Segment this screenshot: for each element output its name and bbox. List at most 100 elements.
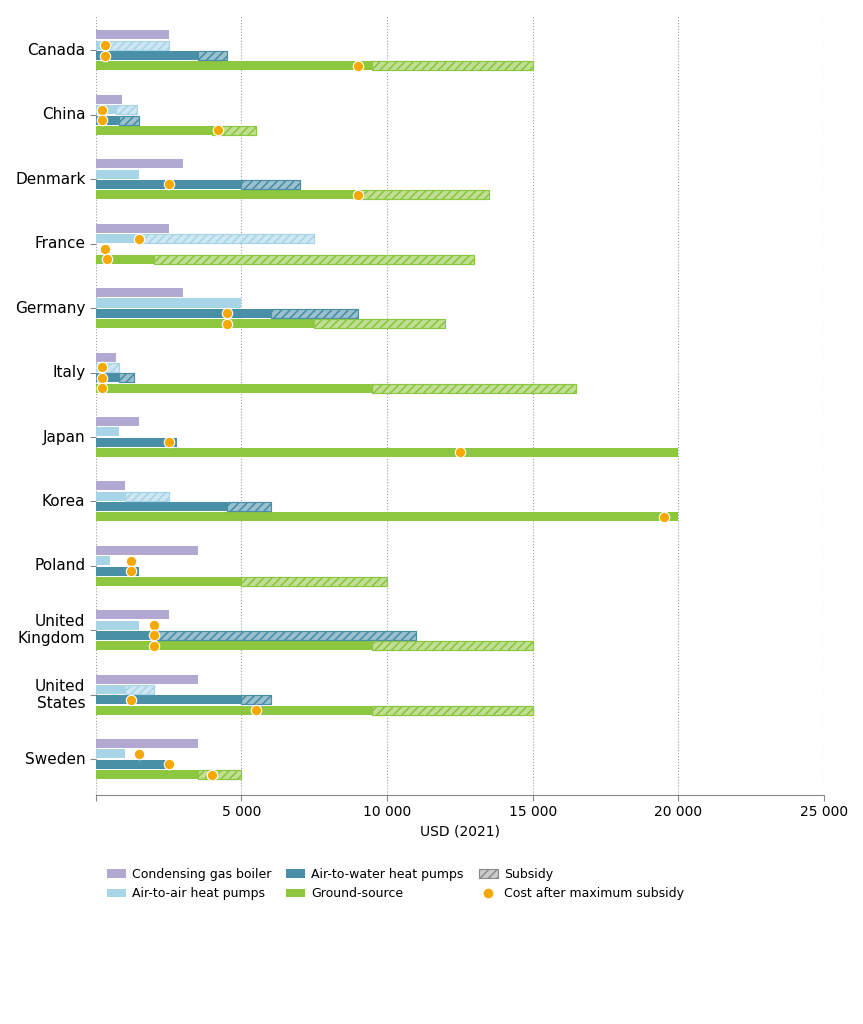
Bar (96, 750, 125, 759)
Bar (373, 61, 532, 71)
Bar (242, 695, 270, 705)
Bar (117, 105, 136, 115)
Bar (96, 160, 183, 168)
Bar (242, 180, 299, 189)
Bar (119, 373, 134, 382)
X-axis label: USD (2021): USD (2021) (420, 824, 500, 839)
Bar (125, 685, 154, 694)
Bar (117, 105, 136, 115)
Bar (242, 577, 387, 586)
Bar (154, 631, 416, 640)
Bar (373, 641, 532, 650)
Bar (117, 105, 136, 115)
Bar (154, 255, 475, 264)
Bar (154, 631, 416, 640)
Bar (96, 739, 198, 749)
Bar (119, 116, 140, 125)
Bar (104, 362, 119, 372)
Bar (140, 234, 314, 243)
Bar (96, 502, 227, 511)
Bar (96, 512, 678, 521)
Bar (198, 51, 227, 60)
Bar (96, 352, 117, 361)
Bar (96, 170, 140, 178)
Bar (125, 685, 154, 694)
Bar (270, 309, 358, 317)
Bar (373, 706, 532, 715)
Bar (96, 695, 242, 705)
Bar (96, 641, 373, 650)
Bar (125, 492, 168, 501)
Bar (140, 234, 314, 243)
Bar (119, 116, 140, 125)
Bar (373, 706, 532, 715)
Bar (314, 319, 445, 328)
Bar (373, 384, 576, 392)
Bar (96, 481, 125, 490)
Bar (227, 502, 270, 511)
Bar (140, 234, 314, 243)
Bar (373, 61, 532, 71)
Bar (119, 373, 134, 382)
Bar (373, 61, 532, 71)
Bar (96, 706, 373, 715)
Bar (198, 51, 227, 60)
Bar (242, 180, 299, 189)
Bar (110, 41, 168, 50)
Bar (119, 373, 134, 382)
Bar (96, 31, 168, 40)
Bar (227, 502, 270, 511)
Bar (373, 384, 576, 392)
Bar (119, 116, 140, 125)
Bar (110, 41, 168, 50)
Bar (125, 492, 168, 501)
Bar (96, 234, 140, 243)
Bar (242, 695, 270, 705)
Bar (242, 180, 299, 189)
Bar (96, 621, 140, 630)
Bar (242, 180, 299, 189)
Bar (373, 641, 532, 650)
Bar (96, 556, 110, 565)
Bar (212, 126, 256, 135)
Bar (110, 41, 168, 50)
Legend: Condensing gas boiler, Air-to-air heat pumps, Air-to-water heat pumps, Ground-so: Condensing gas boiler, Air-to-air heat p… (102, 863, 689, 905)
Bar (96, 255, 154, 264)
Bar (198, 770, 242, 779)
Bar (198, 770, 242, 779)
Bar (96, 447, 678, 457)
Bar (154, 631, 416, 640)
Bar (242, 577, 387, 586)
Bar (373, 706, 532, 715)
Bar (140, 234, 314, 243)
Bar (154, 255, 475, 264)
Bar (96, 685, 125, 694)
Bar (227, 502, 270, 511)
Bar (125, 492, 168, 501)
Bar (125, 685, 154, 694)
Bar (96, 309, 270, 317)
Bar (110, 41, 168, 50)
Bar (96, 427, 119, 436)
Bar (242, 695, 270, 705)
Bar (212, 126, 256, 135)
Bar (96, 437, 177, 446)
Bar (96, 51, 198, 60)
Bar (96, 95, 122, 103)
Bar (198, 770, 242, 779)
Bar (104, 362, 119, 372)
Bar (212, 126, 256, 135)
Bar (96, 417, 140, 426)
Bar (104, 362, 119, 372)
Bar (227, 502, 270, 511)
Bar (96, 770, 198, 779)
Bar (96, 319, 314, 328)
Bar (154, 255, 475, 264)
Bar (117, 105, 136, 115)
Bar (96, 180, 242, 189)
Bar (373, 61, 532, 71)
Bar (96, 298, 242, 307)
Bar (96, 675, 198, 684)
Bar (96, 492, 125, 501)
Bar (373, 641, 532, 650)
